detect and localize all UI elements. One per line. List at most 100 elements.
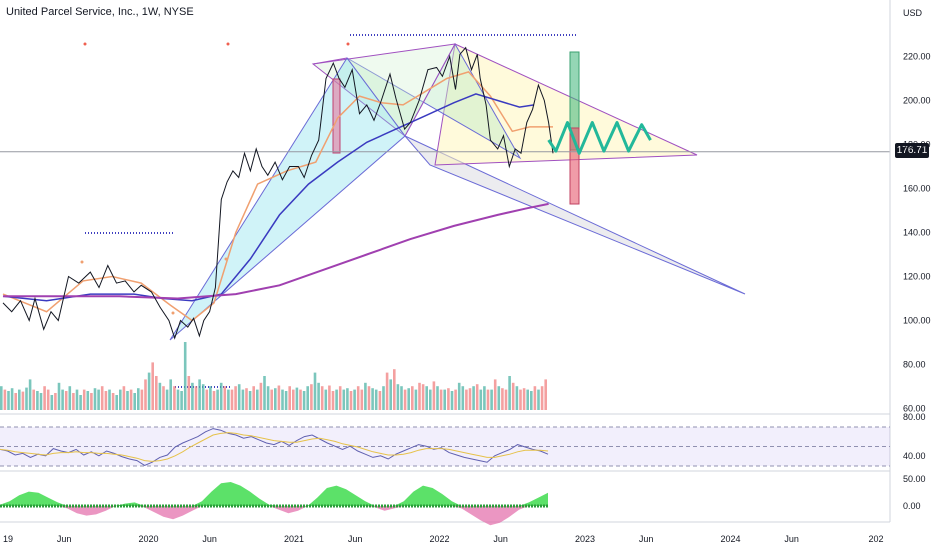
volume-bar bbox=[223, 386, 227, 410]
volume-bar bbox=[483, 386, 486, 410]
volume-bar bbox=[371, 388, 374, 410]
volume-bar bbox=[237, 384, 241, 410]
volume-bar bbox=[414, 389, 418, 410]
time-tick-label: 2021 bbox=[284, 534, 304, 544]
price-tick-label: 140.00 bbox=[903, 228, 931, 238]
volume-bar bbox=[320, 386, 324, 410]
volume-bar bbox=[479, 389, 483, 410]
volume-bar bbox=[10, 388, 14, 410]
volume-bar bbox=[61, 389, 64, 410]
oscillator-tick-label: 50.00 bbox=[903, 474, 926, 484]
volume-bar bbox=[515, 386, 519, 410]
volume-bar bbox=[378, 391, 382, 410]
volume-bar bbox=[119, 389, 122, 410]
volume-bar bbox=[14, 393, 17, 410]
volume-bar bbox=[140, 389, 144, 410]
ma-medium-line bbox=[2, 93, 535, 302]
volume-bar bbox=[367, 386, 371, 410]
volume-bar bbox=[396, 384, 400, 410]
volume-bar bbox=[263, 376, 266, 410]
volume-bar bbox=[299, 389, 302, 410]
signal-marker bbox=[83, 42, 87, 46]
price-tick-label: 100.00 bbox=[903, 316, 931, 326]
time-tick-label: Jun bbox=[202, 534, 217, 544]
volume-bar bbox=[317, 382, 320, 410]
volume-bar bbox=[72, 393, 75, 410]
volume-bar bbox=[486, 389, 490, 410]
volume-bar bbox=[180, 391, 183, 410]
time-tick-label: Jun bbox=[784, 534, 799, 544]
volume-bar bbox=[454, 389, 457, 410]
volume-bar bbox=[158, 382, 162, 410]
volume-bar bbox=[137, 388, 140, 410]
volume-bar bbox=[216, 389, 219, 410]
volume-bar bbox=[234, 386, 237, 410]
moving-averages bbox=[2, 71, 553, 322]
volume-bar bbox=[97, 389, 100, 410]
volume-bar bbox=[331, 391, 335, 410]
volume-bar bbox=[292, 389, 295, 410]
volume-bar bbox=[90, 393, 93, 410]
volume-bar bbox=[382, 386, 385, 410]
volume-bar bbox=[201, 384, 205, 410]
volume-bar bbox=[86, 391, 90, 410]
volume-bar bbox=[490, 389, 493, 410]
time-tick-label: 2024 bbox=[720, 534, 740, 544]
volume-bar bbox=[266, 386, 270, 410]
volume-bar bbox=[501, 388, 504, 410]
volume-bar bbox=[360, 389, 364, 410]
ma-short-line bbox=[2, 71, 553, 322]
volume-bar bbox=[338, 386, 342, 410]
time-tick-label: Jun bbox=[493, 534, 508, 544]
volume-bar bbox=[544, 379, 547, 410]
volume-bar bbox=[284, 391, 288, 410]
price-tick-label: 200.00 bbox=[903, 96, 931, 106]
volume-bar bbox=[209, 386, 212, 410]
signal-marker bbox=[224, 257, 228, 261]
volume-bar bbox=[526, 389, 529, 410]
oscillator-positive-area bbox=[0, 482, 548, 506]
volume-bar bbox=[407, 388, 410, 410]
volume-bar bbox=[122, 386, 126, 410]
time-axis[interactable]: 19 Jun 2020 Jun 2021 Jun 2022 Jun 2023 Jun 2024 Jun… bbox=[3, 534, 884, 544]
time-tick-label: Jun bbox=[57, 534, 72, 544]
volume-bar bbox=[328, 385, 331, 410]
volume-bar bbox=[411, 386, 414, 410]
volume-bar bbox=[468, 388, 472, 410]
volume-bars bbox=[0, 342, 547, 410]
volume-bar bbox=[313, 372, 317, 410]
volume-bar bbox=[346, 388, 349, 410]
volume-bar bbox=[32, 389, 35, 410]
volume-bar bbox=[198, 379, 201, 410]
volume-bar bbox=[187, 376, 191, 410]
volume-bar bbox=[205, 389, 209, 410]
volume-bar bbox=[194, 386, 198, 410]
volume-bar bbox=[504, 389, 508, 410]
volume-bar bbox=[461, 386, 465, 410]
volume-bar bbox=[68, 386, 72, 410]
volume-bar bbox=[43, 386, 46, 410]
volume-bar bbox=[227, 389, 230, 410]
oscillator-pane bbox=[0, 482, 548, 526]
volume-bar bbox=[465, 389, 468, 410]
volume-bar bbox=[230, 389, 234, 410]
volume-bar bbox=[259, 382, 263, 410]
drawings-layer[interactable] bbox=[0, 34, 890, 388]
volume-bar bbox=[540, 386, 544, 410]
volume-bar bbox=[274, 388, 277, 410]
volume-bar bbox=[7, 391, 10, 410]
volume-bar bbox=[176, 389, 180, 410]
volume-bar bbox=[36, 391, 39, 410]
volume-bar bbox=[241, 389, 245, 410]
volume-bar bbox=[511, 382, 515, 410]
volume-bar bbox=[100, 386, 104, 410]
volume-bar bbox=[28, 379, 32, 410]
xabcd-pattern bbox=[169, 57, 406, 341]
chart-title: United Parcel Service, Inc., 1W, NYSE bbox=[6, 6, 194, 18]
volume-bar bbox=[162, 386, 165, 410]
volume-bar bbox=[288, 386, 291, 410]
oscillator-negative-area bbox=[0, 506, 548, 526]
volume-bar bbox=[147, 372, 151, 410]
price-axis[interactable]: 220.00 200.00 180.00 160.00 140.00 120.00 100.… bbox=[903, 52, 931, 512]
